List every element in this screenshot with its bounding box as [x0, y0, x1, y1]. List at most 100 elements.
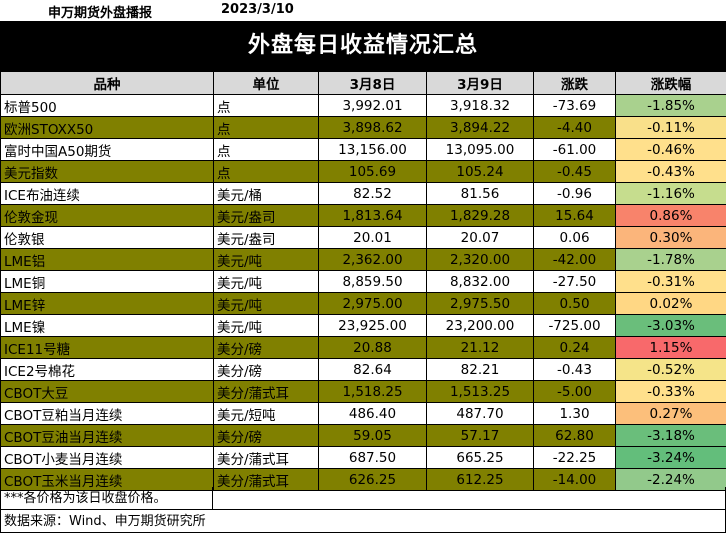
- mar8-value-cell: 23,925.00: [318, 314, 427, 337]
- variety-cell: LME锌: [0, 292, 214, 315]
- variety-cell: 富时中国A50期货: [0, 138, 214, 161]
- variety-cell: LME镍: [0, 314, 214, 337]
- mar8-value-cell: 8,859.50: [318, 270, 427, 293]
- mar8-value-cell: 13,156.00: [318, 138, 427, 161]
- mar9-value-cell: 3,918.32: [426, 94, 534, 117]
- variety-cell: 伦敦金现: [0, 204, 214, 227]
- unit-cell: 美分/磅: [213, 336, 319, 359]
- change-cell: -14.00: [533, 468, 616, 491]
- table-row: 伦敦金现 美元/盎司 1,813.64 1,829.28 15.64 0.86%: [0, 204, 726, 227]
- change-cell: -73.69: [533, 94, 616, 117]
- change-pct-cell: -3.18%: [615, 424, 726, 447]
- mar9-value-cell: 3,894.22: [426, 116, 534, 139]
- header-mar9: 3月9日: [426, 71, 534, 95]
- mar8-value-cell: 20.01: [318, 226, 427, 249]
- header-variety: 品种: [0, 71, 214, 95]
- table-row: CBOT豆粕当月连续 美元/短吨 486.40 487.70 1.30 0.27%: [0, 402, 726, 425]
- mar9-value-cell: 1,513.25: [426, 380, 534, 403]
- change-cell: -42.00: [533, 248, 616, 271]
- returns-table: 品种 单位 3月8日 3月9日 涨跌 涨跌幅 标普500 点 3,992.01 3,9…: [0, 71, 726, 491]
- mar9-value-cell: 81.56: [426, 182, 534, 205]
- unit-cell: 美分/磅: [213, 358, 319, 381]
- mar8-value-cell: 687.50: [318, 446, 427, 469]
- unit-cell: 美元/吨: [213, 270, 319, 293]
- change-pct-cell: -0.52%: [615, 358, 726, 381]
- change-cell: 15.64: [533, 204, 616, 227]
- table-row: ICE11号糖 美分/磅 20.88 21.12 0.24 1.15%: [0, 336, 726, 359]
- table-row: 美元指数点 105.69 105.24 -0.45 -0.43%: [0, 160, 726, 183]
- mar9-value-cell: 82.21: [426, 358, 534, 381]
- change-cell: 0.24: [533, 336, 616, 359]
- change-pct-cell: -0.33%: [615, 380, 726, 403]
- unit-cell: 美元/吨: [213, 314, 319, 337]
- report-date: 2023/3/10: [221, 2, 294, 17]
- change-cell: 0.06: [533, 226, 616, 249]
- change-cell: -0.96: [533, 182, 616, 205]
- unit-cell: 美元/短吨: [213, 402, 319, 425]
- mar9-value-cell: 105.24: [426, 160, 534, 183]
- mar9-value-cell: 2,975.50: [426, 292, 534, 315]
- mar9-value-cell: 487.70: [426, 402, 534, 425]
- variety-cell: 美元指数: [0, 160, 214, 183]
- change-cell: -725.00: [533, 314, 616, 337]
- change-cell: -0.45: [533, 160, 616, 183]
- variety-cell: ICE2号棉花: [0, 358, 214, 381]
- variety-cell: LME铜: [0, 270, 214, 293]
- variety-cell: ICE布油连续: [0, 182, 214, 205]
- header-change: 涨跌: [533, 71, 616, 95]
- variety-cell: 标普500: [0, 94, 214, 117]
- footnote-text: ***各价格为该日收盘价格。: [4, 491, 167, 506]
- change-pct-cell: 0.27%: [615, 402, 726, 425]
- change-pct-cell: -1.16%: [615, 182, 726, 205]
- unit-cell: 美元/盎司: [213, 226, 319, 249]
- mar8-value-cell: 1,813.64: [318, 204, 427, 227]
- change-pct-cell: -0.43%: [615, 160, 726, 183]
- variety-cell: CBOT玉米当月连续: [0, 468, 214, 491]
- mar8-value-cell: 626.25: [318, 468, 427, 491]
- table-row: LME铝 美元/吨 2,362.00 2,320.00 -42.00 -1.78%: [0, 248, 726, 271]
- report-title: 外盘每日收益情况汇总: [0, 21, 726, 71]
- unit-cell: 美元/吨: [213, 248, 319, 271]
- mar9-value-cell: 665.25: [426, 446, 534, 469]
- table-row: 伦敦银 美元/盎司 20.01 20.07 0.06 0.30%: [0, 226, 726, 249]
- variety-cell: CBOT豆油当月连续: [0, 424, 214, 447]
- variety-cell: CBOT豆粕当月连续: [0, 402, 214, 425]
- unit-cell: 美分/磅: [213, 424, 319, 447]
- mar8-value-cell: 105.69: [318, 160, 427, 183]
- footer-divider: [0, 509, 726, 510]
- mar8-value-cell: 486.40: [318, 402, 427, 425]
- mar8-value-cell: 2,362.00: [318, 248, 427, 271]
- change-cell: -61.00: [533, 138, 616, 161]
- mar8-value-cell: 82.52: [318, 182, 427, 205]
- unit-cell: 美元/盎司: [213, 204, 319, 227]
- change-pct-cell: 0.30%: [615, 226, 726, 249]
- mar9-value-cell: 8,832.00: [426, 270, 534, 293]
- top-bar: 申万期货外盘播报 2023/3/10: [0, 0, 726, 21]
- unit-cell: 美分/蒲式耳: [213, 380, 319, 403]
- mar9-value-cell: 612.25: [426, 468, 534, 491]
- mar8-value-cell: 59.05: [318, 424, 427, 447]
- change-pct-cell: -1.78%: [615, 248, 726, 271]
- variety-cell: 欧洲STOXX50: [0, 116, 214, 139]
- table-row: ICE布油连续 美元/桶 82.52 81.56 -0.96 -1.16%: [0, 182, 726, 205]
- variety-cell: CBOT大豆: [0, 380, 214, 403]
- table-row: CBOT豆油当月连续 美分/磅 59.05 57.17 62.80 -3.18%: [0, 424, 726, 447]
- table-row: CBOT玉米当月连续 美分/蒲式耳 626.25 612.25 -14.00 -2.24%: [0, 468, 726, 491]
- mar8-value-cell: 20.88: [318, 336, 427, 359]
- variety-cell: LME铝: [0, 248, 214, 271]
- unit-cell: 点: [213, 160, 319, 183]
- change-pct-cell: -3.03%: [615, 314, 726, 337]
- footnote-row: ***各价格为该日收盘价格。: [0, 487, 726, 510]
- table-row: CBOT大豆 美分/蒲式耳 1,518.25 1,513.25 -5.00 -0.33%: [0, 380, 726, 403]
- mar9-value-cell: 57.17: [426, 424, 534, 447]
- table-row: LME铜 美元/吨 8,859.50 8,832.00 -27.50 -0.31%: [0, 270, 726, 293]
- mar8-value-cell: 2,975.00: [318, 292, 427, 315]
- table-row: 富时中国A50期货点 13,156.00 13,095.00 -61.00 -0.46%: [0, 138, 726, 161]
- change-pct-cell: -1.85%: [615, 94, 726, 117]
- change-pct-cell: -0.46%: [615, 138, 726, 161]
- unit-cell: 美分/蒲式耳: [213, 468, 319, 491]
- mar9-value-cell: 1,829.28: [426, 204, 534, 227]
- table-row: CBOT小麦当月连续 美分/蒲式耳 687.50 665.25 -22.25 -3.24%: [0, 446, 726, 469]
- change-pct-cell: -0.11%: [615, 116, 726, 139]
